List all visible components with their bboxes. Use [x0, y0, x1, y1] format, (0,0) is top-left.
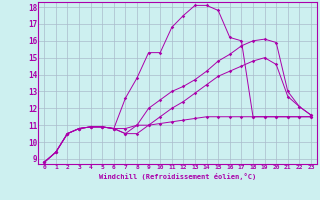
- X-axis label: Windchill (Refroidissement éolien,°C): Windchill (Refroidissement éolien,°C): [99, 173, 256, 180]
